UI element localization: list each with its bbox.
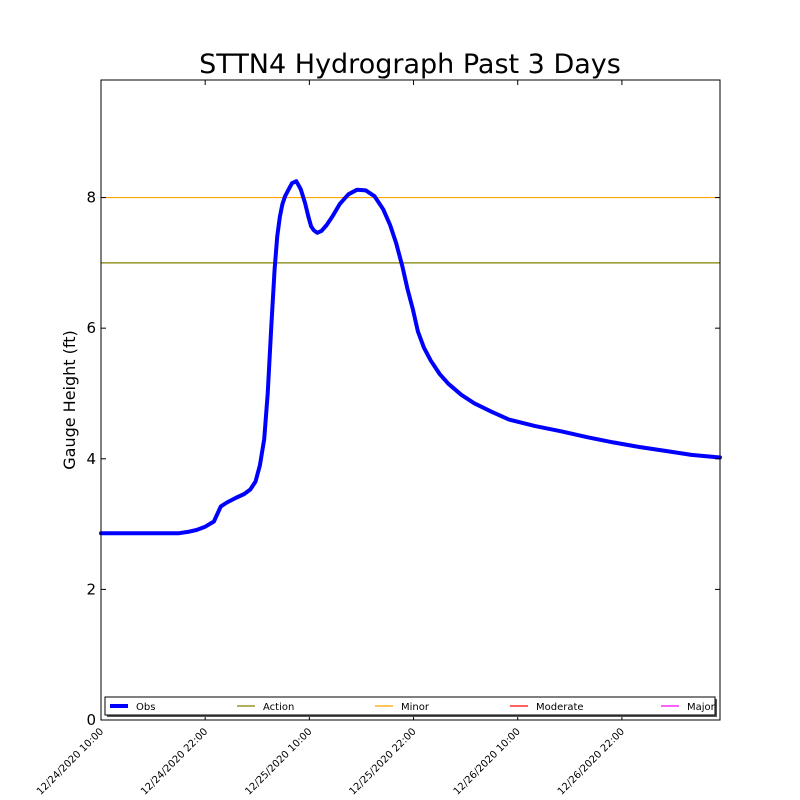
- series-layer: [99, 179, 722, 536]
- y-tick-label: 2: [86, 580, 96, 598]
- legend-box: [104, 696, 716, 716]
- y-tick-label: 4: [86, 450, 96, 468]
- legend-label-action: Action: [263, 702, 294, 713]
- x-tick-label: 12/24/2020 10:00: [35, 726, 106, 797]
- x-tick-label: 12/25/2020 10:00: [243, 726, 314, 797]
- chart-title: STTN4 Hydrograph Past 3 Days: [199, 49, 621, 80]
- x-tick-label: 12/25/2020 22:00: [347, 726, 418, 797]
- plot-frame: [100, 79, 721, 721]
- y-axis-label: Gauge Height (ft): [60, 330, 79, 470]
- legend-label-moderate: Moderate: [536, 702, 584, 713]
- x-tick-label: 12/26/2020 10:00: [452, 726, 523, 797]
- legend: Obs Action Minor Moderate Major: [104, 696, 717, 717]
- legend-label-major: Major: [687, 702, 716, 713]
- x-tick-label: 12/26/2020 22:00: [556, 726, 627, 797]
- y-tick-label: 0: [86, 711, 96, 729]
- series-line-obs: [99, 179, 722, 536]
- plot-area: [101, 80, 720, 720]
- y-tick-label: 8: [86, 189, 96, 207]
- y-tick-label: 6: [86, 319, 96, 337]
- x-tick-label: 12/24/2020 22:00: [139, 726, 210, 797]
- y-axis: 0 2 4 6 8: [86, 189, 720, 729]
- legend-label-minor: Minor: [401, 702, 430, 713]
- legend-label-obs: Obs: [136, 702, 155, 713]
- threshold-lines: [101, 196, 720, 264]
